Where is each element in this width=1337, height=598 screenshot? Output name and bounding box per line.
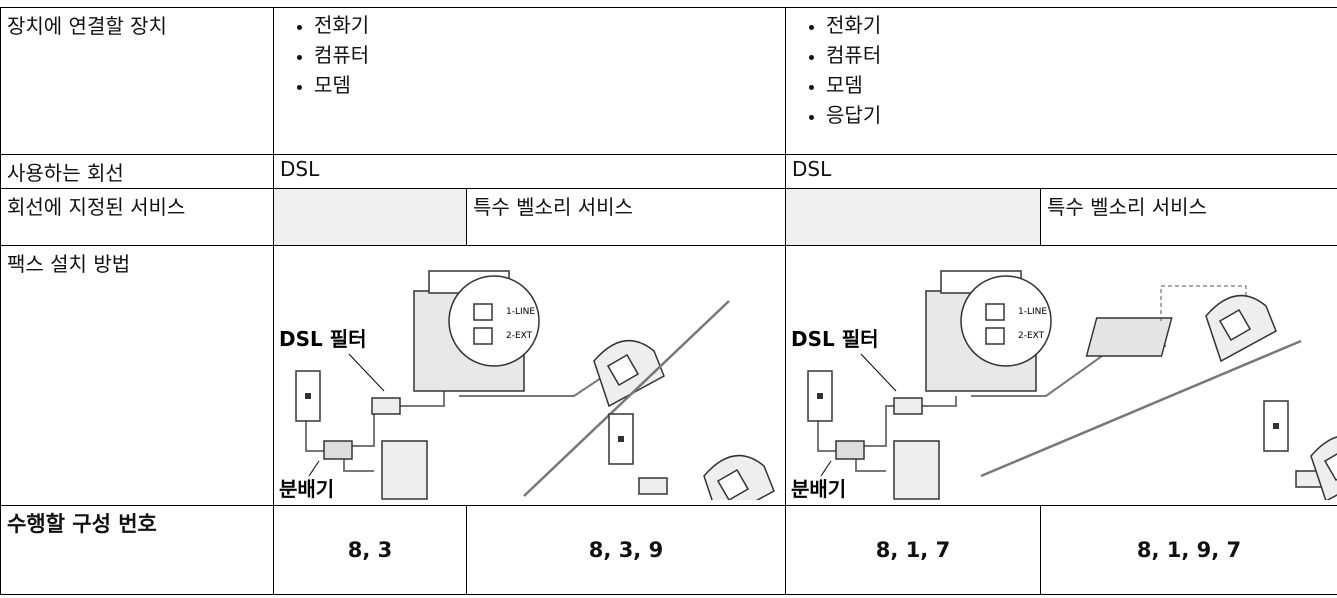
config: 8, 1, 9, 7 <box>1041 506 1337 595</box>
config: 8, 1, 7 <box>786 506 1041 595</box>
device: 응답기 <box>826 100 1331 130</box>
label: DSL 필터 <box>791 327 879 351</box>
jack-port <box>1273 423 1279 429</box>
wire <box>349 406 374 446</box>
row-label: 사용하는 회선 <box>1 155 274 189</box>
empty-cell <box>274 189 467 246</box>
cell: 전화기 컴퓨터 모뎀 <box>274 8 786 155</box>
page: 장치에 연결할 장치 전화기 컴퓨터 모뎀 전화기 컴퓨터 모뎀 응답기 사용하… <box>0 7 1337 598</box>
port <box>986 304 1004 320</box>
config: 8, 3, 9 <box>467 506 786 595</box>
jack-port <box>618 436 624 442</box>
port-zoom <box>449 276 539 366</box>
splitter <box>324 441 352 459</box>
leader <box>309 461 319 476</box>
devices-row: 장치에 연결할 장치 전화기 컴퓨터 모뎀 전화기 컴퓨터 모뎀 응답기 <box>1 8 1337 155</box>
dsl-filter <box>639 478 667 494</box>
port-label: 1-LINE <box>506 307 535 317</box>
dsl-filter <box>372 398 400 414</box>
device: 컴퓨터 <box>314 40 779 70</box>
cell: DSL <box>786 155 1337 189</box>
divider <box>524 301 729 496</box>
service-row: 회선에 지정된 서비스 특수 벨소리 서비스 특수 벨소리 서비스 <box>1 189 1337 246</box>
empty-cell <box>786 189 1041 246</box>
device: 전화기 <box>314 10 779 40</box>
port-zoom <box>961 276 1051 366</box>
port <box>474 304 492 320</box>
line-row: 사용하는 회선 DSL DSL <box>1 155 1337 189</box>
answering-machine <box>1087 318 1172 356</box>
port <box>986 328 1004 344</box>
row-label: 장치에 연결할 장치 <box>1 8 274 155</box>
leader <box>821 461 831 476</box>
jack-port <box>305 393 311 399</box>
computer <box>894 441 939 499</box>
device: 모뎀 <box>314 70 779 100</box>
device: 컴퓨터 <box>826 40 1331 70</box>
config: 8, 3 <box>274 506 467 595</box>
wire <box>921 396 956 406</box>
row-label: 회선에 지정된 서비스 <box>1 189 274 246</box>
device: 모뎀 <box>826 70 1331 100</box>
splitter <box>836 441 864 459</box>
leader <box>349 354 384 391</box>
label: DSL 필터 <box>279 327 367 351</box>
setup-table: 장치에 연결할 장치 전화기 컴퓨터 모뎀 전화기 컴퓨터 모뎀 응답기 사용하… <box>0 7 1337 595</box>
device: 전화기 <box>826 10 1331 40</box>
cell: 전화기 컴퓨터 모뎀 응답기 <box>786 8 1337 155</box>
row-label: 팩스 설치 방법 <box>1 246 274 506</box>
wire <box>818 421 836 451</box>
dsl-filter <box>894 398 922 414</box>
wire <box>306 421 324 451</box>
wire <box>861 406 894 446</box>
device-list: 전화기 컴퓨터 모뎀 응답기 <box>792 10 1331 130</box>
leader <box>861 354 896 391</box>
port <box>474 328 492 344</box>
label: 분배기 <box>791 477 846 500</box>
port-label: 2-EXT <box>506 331 533 341</box>
config-row: 수행할 구성 번호 8, 3 8, 3, 9 8, 1, 7 8, 1, 9, … <box>1 506 1337 595</box>
row-label: 수행할 구성 번호 <box>1 506 274 595</box>
port-label: 2-EXT <box>1018 331 1045 341</box>
jack-port <box>817 393 823 399</box>
device-list: 전화기 컴퓨터 모뎀 <box>280 10 779 100</box>
cell: 특수 벨소리 서비스 <box>467 189 786 246</box>
label: 분배기 <box>279 477 334 500</box>
port-label: 1-LINE <box>1018 307 1047 317</box>
cell: DSL <box>274 155 786 189</box>
cell: 특수 벨소리 서비스 <box>1041 189 1337 246</box>
computer <box>382 441 427 499</box>
